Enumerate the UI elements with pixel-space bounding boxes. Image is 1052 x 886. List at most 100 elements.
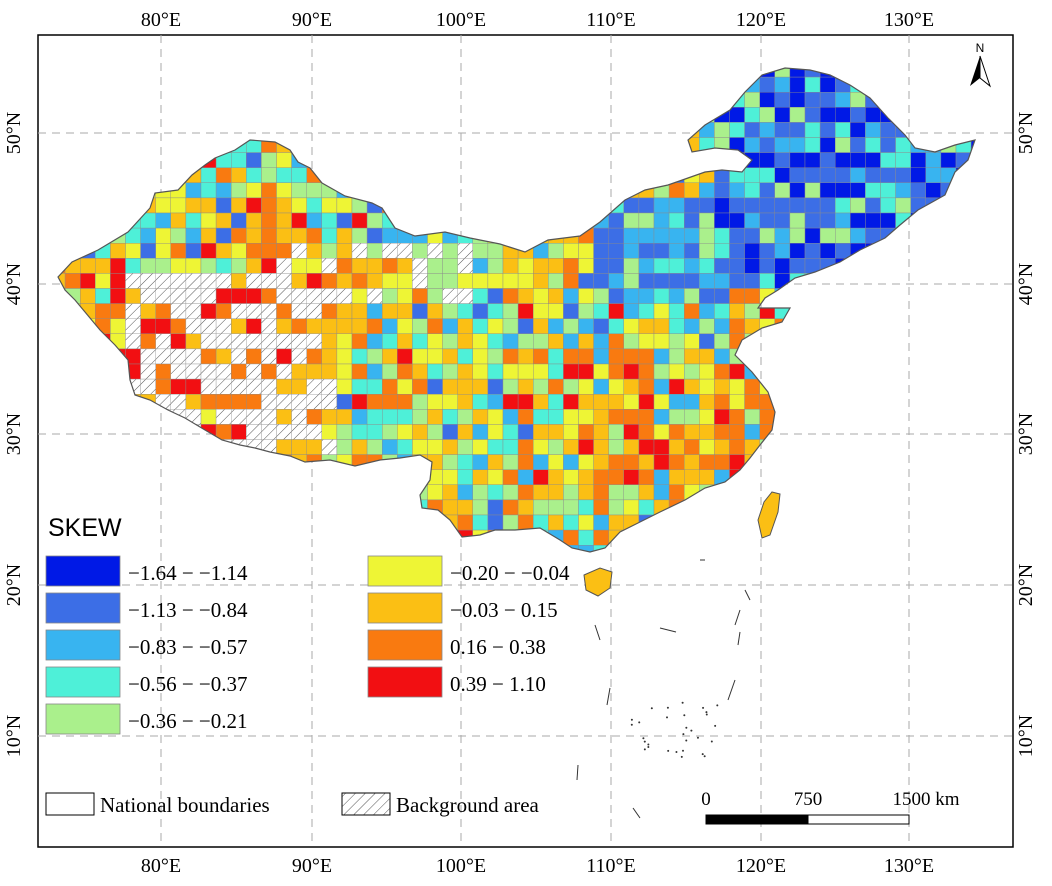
skew-cell	[502, 499, 519, 516]
skew-cell	[653, 197, 670, 214]
background-cell-hatch	[230, 409, 247, 425]
skew-cell	[261, 182, 277, 199]
skew-cell	[321, 409, 338, 425]
island-dot	[702, 706, 705, 709]
skew-cell	[306, 409, 323, 425]
skew-cell	[125, 258, 141, 274]
skew-cell	[442, 424, 458, 440]
skew-cell	[457, 363, 474, 380]
skew-cell	[291, 318, 307, 335]
skew-cell	[668, 394, 685, 410]
skew-cell	[623, 258, 640, 274]
skew-cell	[684, 454, 700, 470]
legend-swatch	[45, 666, 121, 698]
skew-cell	[744, 242, 760, 259]
taiwan-island	[757, 491, 781, 539]
skew-cell	[502, 273, 519, 289]
background-cell-hatch	[276, 258, 292, 274]
skew-cell	[366, 227, 383, 244]
skew-cell	[563, 409, 579, 425]
skew-cell	[578, 499, 594, 516]
lon-tick-top: 130°E	[884, 9, 934, 31]
skew-cell	[382, 424, 398, 440]
skew-cell	[638, 258, 655, 274]
skew-cell	[412, 439, 428, 455]
skew-cell	[744, 394, 760, 410]
skew-cell	[170, 333, 187, 350]
skew-cell	[442, 409, 458, 425]
background-label: Background area	[396, 793, 540, 817]
skew-cell	[517, 514, 534, 531]
skew-cell	[608, 484, 625, 501]
legend: SKEW −1.64 − −1.14 −1.13 − −0.84 −0.83 − −…	[45, 514, 570, 817]
legend-swatch	[367, 666, 443, 698]
skew-cell	[412, 348, 428, 365]
skew-cell	[729, 394, 745, 410]
skew-cell	[412, 333, 428, 350]
skew-cell	[623, 439, 640, 455]
skew-cell	[774, 182, 791, 199]
skew-cell	[366, 318, 383, 335]
background-cell-hatch	[246, 273, 262, 289]
skew-cell	[215, 242, 232, 259]
skew-cell	[759, 137, 776, 153]
skew-cell	[910, 182, 927, 199]
skew-cell	[200, 197, 217, 214]
skew-cell	[759, 212, 776, 229]
skew-cell	[940, 152, 957, 168]
skew-cell	[789, 122, 806, 138]
background-cell-hatch	[306, 424, 323, 440]
island-dot	[701, 753, 704, 756]
skew-cell	[668, 303, 685, 319]
skew-cell	[230, 273, 247, 289]
skew-cell	[170, 227, 187, 244]
skew-cell	[593, 409, 609, 425]
skew-cell	[714, 318, 730, 335]
skew-cell	[64, 273, 81, 289]
background-cell-hatch	[246, 378, 262, 395]
skew-cell	[321, 212, 338, 229]
skew-cell	[714, 409, 730, 425]
skew-cell	[789, 107, 806, 123]
skew-cell	[472, 258, 489, 274]
skew-cell	[110, 258, 126, 274]
skew-cell	[789, 197, 806, 214]
skew-cell	[563, 484, 579, 501]
skew-cell	[472, 469, 489, 486]
skew-cell	[729, 258, 745, 274]
skew-cell	[502, 514, 519, 531]
skew-cell	[699, 394, 715, 410]
skew-cell	[865, 152, 881, 168]
skew-cell	[729, 363, 745, 380]
skew-cell	[593, 439, 609, 455]
background-cell-hatch	[185, 348, 202, 365]
skew-cell	[578, 333, 594, 350]
skew-cell	[442, 394, 458, 410]
skew-cell	[578, 424, 594, 440]
skew-cell	[638, 273, 655, 289]
skew-cell	[457, 394, 474, 410]
island-dot	[685, 739, 688, 742]
skew-cell	[487, 348, 504, 365]
skew-cell	[442, 469, 458, 486]
island-dot	[714, 724, 717, 727]
background-cell-hatch	[442, 288, 458, 304]
skew-cell	[744, 197, 760, 214]
skew-cell	[336, 273, 353, 289]
island-dash	[576, 764, 579, 781]
lon-tick-bottom: 130°E	[884, 855, 934, 877]
skew-cell	[472, 378, 489, 395]
skew-cell	[699, 273, 715, 289]
background-cell-hatch	[261, 424, 277, 440]
skew-cell	[487, 394, 504, 410]
skew-cell	[684, 212, 700, 229]
skew-cell	[593, 469, 609, 486]
skew-cell	[714, 454, 730, 470]
background-cell-hatch	[366, 288, 383, 304]
skew-cell	[306, 197, 323, 214]
skew-cell	[563, 258, 579, 274]
scale-label-750: 750	[794, 789, 823, 810]
skew-cell	[563, 363, 579, 380]
skew-cell	[608, 469, 625, 486]
skew-cell	[472, 348, 489, 365]
